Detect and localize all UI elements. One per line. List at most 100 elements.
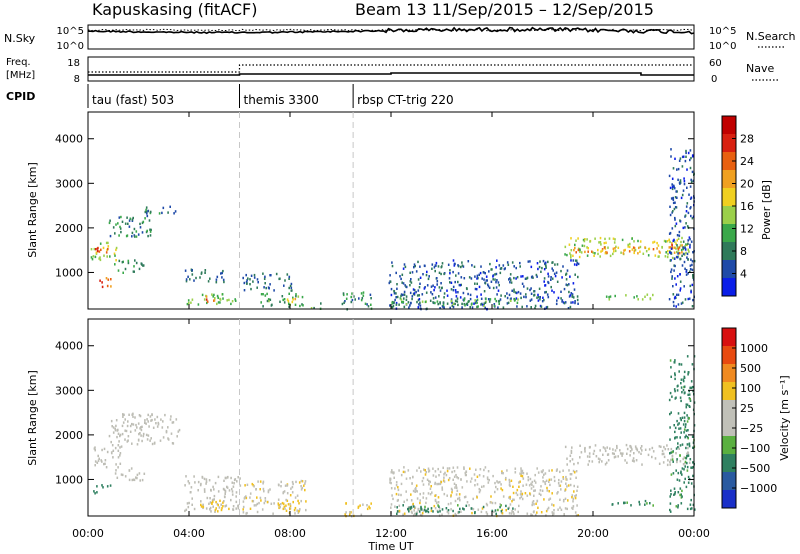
data-cell — [570, 237, 572, 240]
data-cell — [614, 249, 617, 253]
data-cell — [638, 451, 640, 454]
data-cell — [392, 472, 395, 475]
data-cell — [496, 279, 498, 282]
data-cell — [535, 502, 537, 505]
data-cell — [403, 297, 405, 300]
data-cell — [174, 210, 177, 213]
data-cell — [689, 284, 692, 288]
power-colorbar-tick-label: 12 — [740, 223, 754, 236]
data-cell — [617, 455, 619, 458]
data-cell — [512, 498, 514, 501]
data-cell — [451, 470, 453, 474]
data-cell — [269, 274, 271, 277]
velocity-ylabel: Slant Range [km] — [26, 370, 39, 466]
data-cell — [360, 513, 363, 516]
nave-label: Nave — [746, 62, 774, 75]
data-cell — [678, 479, 681, 482]
data-cell — [674, 372, 676, 375]
data-cell — [538, 492, 541, 495]
data-cell — [411, 297, 413, 301]
data-cell — [584, 238, 586, 241]
data-cell — [670, 451, 672, 454]
data-cell — [283, 301, 286, 304]
data-cell — [400, 277, 402, 281]
data-cell — [654, 254, 657, 257]
data-cell — [212, 295, 214, 298]
data-cell — [485, 275, 488, 278]
power-colorbar-swatch — [722, 116, 736, 135]
data-cell — [426, 509, 428, 512]
data-cell — [681, 236, 683, 240]
data-cell — [492, 278, 494, 281]
data-cell — [138, 414, 141, 417]
data-cell — [507, 507, 510, 510]
data-cell — [689, 238, 691, 241]
data-cell — [106, 255, 108, 258]
data-cell — [262, 480, 265, 483]
data-cell — [692, 389, 694, 393]
data-cell — [279, 506, 281, 509]
data-cell — [439, 289, 442, 292]
data-cell — [686, 507, 689, 511]
data-cell — [416, 294, 419, 297]
data-cell — [494, 490, 496, 494]
data-cell — [562, 301, 565, 304]
data-cell — [554, 274, 557, 278]
data-cell — [685, 222, 687, 225]
data-cell — [522, 484, 524, 487]
data-cell — [557, 508, 559, 511]
data-cell — [631, 459, 634, 462]
data-cell — [425, 470, 427, 474]
data-cell — [424, 469, 426, 472]
data-cell — [405, 490, 407, 493]
data-cell — [574, 243, 576, 247]
data-cell — [669, 391, 672, 395]
data-cell — [511, 261, 514, 264]
time-tick-label: 00:00 — [678, 527, 710, 540]
noise-sky-trace — [88, 26, 695, 35]
data-cell — [679, 273, 681, 276]
data-cell — [437, 504, 439, 507]
data-cell — [691, 435, 694, 438]
data-cell — [490, 280, 493, 283]
data-cell — [485, 502, 488, 506]
data-cell — [615, 245, 617, 248]
data-cell — [247, 277, 249, 280]
data-cell — [543, 277, 546, 280]
data-cell — [497, 508, 499, 512]
data-cell — [683, 411, 686, 415]
data-cell — [566, 269, 569, 272]
data-cell — [624, 248, 626, 252]
data-cell — [228, 507, 230, 511]
data-cell — [476, 298, 479, 301]
data-cell — [107, 278, 110, 281]
data-cell — [681, 473, 683, 476]
data-cell — [668, 232, 671, 235]
data-cell — [426, 270, 428, 274]
data-cell — [397, 493, 400, 496]
data-cell — [680, 240, 682, 244]
data-cell — [684, 214, 687, 217]
data-cell — [679, 257, 681, 261]
data-cell — [398, 303, 400, 306]
data-cell — [227, 475, 229, 479]
data-cell — [264, 499, 267, 503]
data-cell — [476, 496, 478, 499]
data-cell — [290, 282, 293, 286]
data-cell — [688, 193, 690, 196]
data-cell — [564, 301, 567, 304]
data-cell — [437, 501, 440, 504]
data-cell — [288, 275, 291, 279]
data-cell — [669, 240, 671, 244]
data-cell — [552, 269, 554, 272]
data-cell — [470, 277, 473, 280]
data-cell — [545, 264, 547, 268]
data-cell — [679, 436, 681, 439]
data-cell — [402, 504, 404, 507]
data-cell — [678, 159, 681, 162]
data-cell — [213, 494, 216, 498]
data-cell — [679, 280, 682, 283]
data-cell — [466, 302, 469, 305]
power-colorbar-tick-label: 8 — [740, 245, 747, 258]
data-cell — [215, 281, 218, 284]
